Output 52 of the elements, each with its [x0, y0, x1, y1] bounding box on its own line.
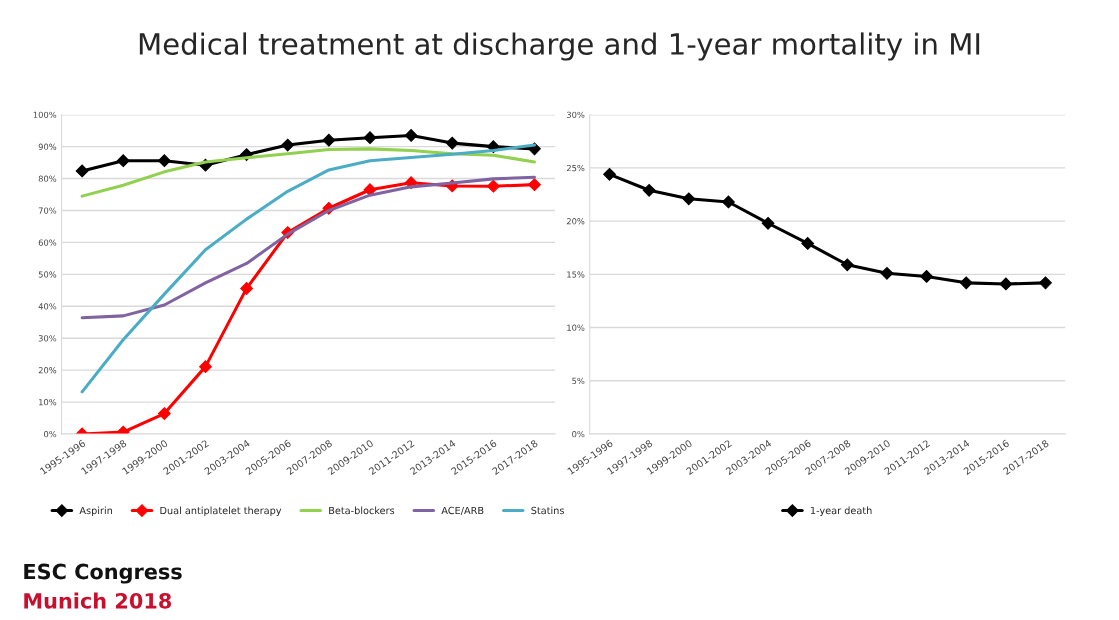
point	[880, 266, 894, 280]
legend-label: ACE/ARB	[441, 506, 484, 515]
point	[240, 281, 254, 295]
legend-label: 1-year death	[810, 506, 872, 517]
point	[116, 154, 130, 168]
legend-label: Dual antiplatelet therapy	[160, 506, 282, 517]
point	[404, 129, 418, 142]
y-tick-label: 100%	[33, 111, 57, 118]
point	[642, 183, 656, 197]
point	[445, 136, 459, 150]
legend-label: Beta-blockers	[329, 506, 395, 515]
point	[363, 131, 377, 145]
y-tick-label: 0%	[572, 430, 585, 438]
y-tick-label: 30%	[566, 111, 585, 118]
y-tick-label: 10%	[567, 324, 585, 331]
point	[75, 164, 89, 178]
y-tick-label: 60%	[38, 239, 57, 246]
y-tick-label: 30%	[38, 335, 57, 342]
y-tick-label: 0%	[44, 430, 57, 438]
y-tick-label: 40%	[38, 303, 57, 310]
point	[801, 237, 815, 250]
y-tick-label: 70%	[38, 207, 57, 214]
text: ESC Congress	[24, 563, 182, 584]
point	[486, 179, 500, 193]
y-tick-label: 10%	[39, 399, 57, 406]
point	[281, 138, 295, 152]
y-tick-label: 20%	[566, 218, 585, 225]
legend-label: Statins	[531, 506, 564, 515]
point	[322, 133, 336, 147]
point	[528, 178, 541, 192]
y-tick-label: 80%	[38, 175, 57, 182]
point	[1039, 276, 1052, 290]
point	[199, 360, 212, 374]
point	[157, 407, 171, 420]
point	[959, 276, 973, 290]
y-tick-label: 15%	[567, 271, 585, 278]
text: Munich 2018	[24, 592, 172, 609]
y-tick-label: 25%	[566, 164, 585, 172]
point	[682, 192, 696, 206]
chart-title: Medical treatment at discharge and 1-year mortality in MI	[139, 32, 980, 61]
y-tick-label: 50%	[38, 271, 57, 278]
legend-label: Aspirin	[79, 506, 112, 517]
point	[920, 270, 933, 283]
y-tick-label: 90%	[38, 143, 57, 150]
y-tick-label: 20%	[38, 367, 57, 374]
point	[840, 258, 854, 272]
point	[999, 277, 1013, 291]
point	[722, 195, 735, 209]
point	[761, 216, 775, 230]
point	[157, 154, 171, 168]
point	[603, 167, 616, 181]
y-tick-label: 5%	[572, 377, 585, 385]
